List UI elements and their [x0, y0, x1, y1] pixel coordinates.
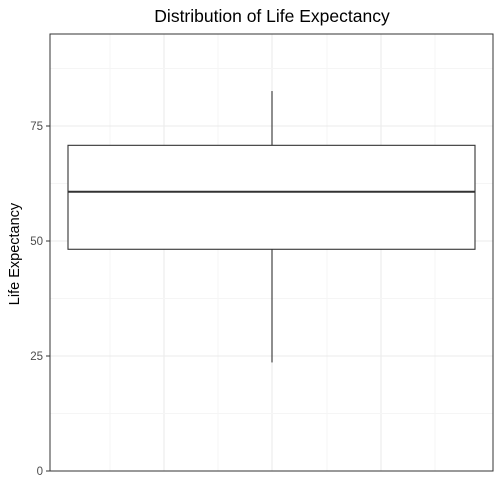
chart-title: Distribution of Life Expectancy [154, 6, 390, 26]
y-tick-label-3: 75 [30, 121, 43, 133]
box-layer [67, 91, 476, 363]
y-tick-label-0: 0 [37, 466, 43, 478]
y-axis-title: Life Expectancy [7, 202, 23, 305]
panel-border [49, 33, 494, 472]
y-axis: 0 25 50 75 [30, 121, 50, 478]
y-tick-label-2: 50 [30, 236, 43, 248]
iqr-box [67, 144, 476, 250]
y-tick-label-1: 25 [30, 351, 43, 363]
